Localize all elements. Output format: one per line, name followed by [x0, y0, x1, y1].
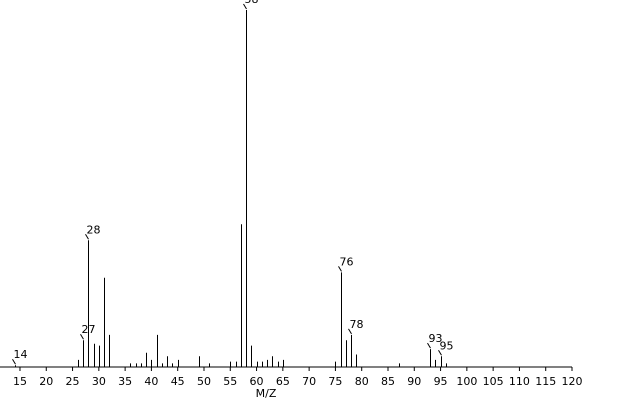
- x-tick-label: 120: [562, 375, 583, 388]
- x-tick-label: 40: [144, 375, 158, 388]
- x-tick-label: 45: [171, 375, 185, 388]
- label-leader: [85, 234, 89, 240]
- label-leader: [338, 266, 342, 272]
- x-tick-label: 105: [483, 375, 504, 388]
- label-leader: [12, 358, 16, 365]
- x-tick-label: 100: [456, 375, 477, 388]
- x-tick-label: 30: [92, 375, 106, 388]
- peak-label: 76: [340, 255, 354, 268]
- peak-label: 28: [87, 223, 101, 236]
- x-tick-label: 80: [355, 375, 369, 388]
- x-tick-label: 75: [328, 375, 342, 388]
- x-tick-label: 65: [276, 375, 290, 388]
- peak-label: 58: [245, 0, 259, 6]
- x-axis-label: M/Z: [256, 387, 277, 400]
- x-tick-label: 15: [13, 375, 27, 388]
- x-tick-label: 95: [434, 375, 448, 388]
- x-tick-label: 55: [223, 375, 237, 388]
- label-leader: [427, 342, 431, 349]
- label-leader: [438, 350, 442, 356]
- x-tick-label: 85: [381, 375, 395, 388]
- x-tick-label: 50: [197, 375, 211, 388]
- label-leader: [80, 333, 84, 340]
- x-tick-label: 110: [509, 375, 530, 388]
- x-tick-label: 20: [39, 375, 53, 388]
- x-tick-label: 70: [302, 375, 316, 388]
- label-leader: [348, 328, 352, 335]
- peak-label: 93: [429, 332, 443, 345]
- peak-label: 95: [440, 339, 454, 352]
- x-tick-label: 90: [407, 375, 421, 388]
- label-leader: [243, 3, 247, 10]
- peak-label: 14: [14, 348, 28, 361]
- peak-label: 78: [350, 318, 364, 331]
- x-tick-label: 25: [66, 375, 80, 388]
- x-tick-label: 115: [535, 375, 556, 388]
- x-tick-label: 60: [250, 375, 264, 388]
- x-tick-label: 35: [118, 375, 132, 388]
